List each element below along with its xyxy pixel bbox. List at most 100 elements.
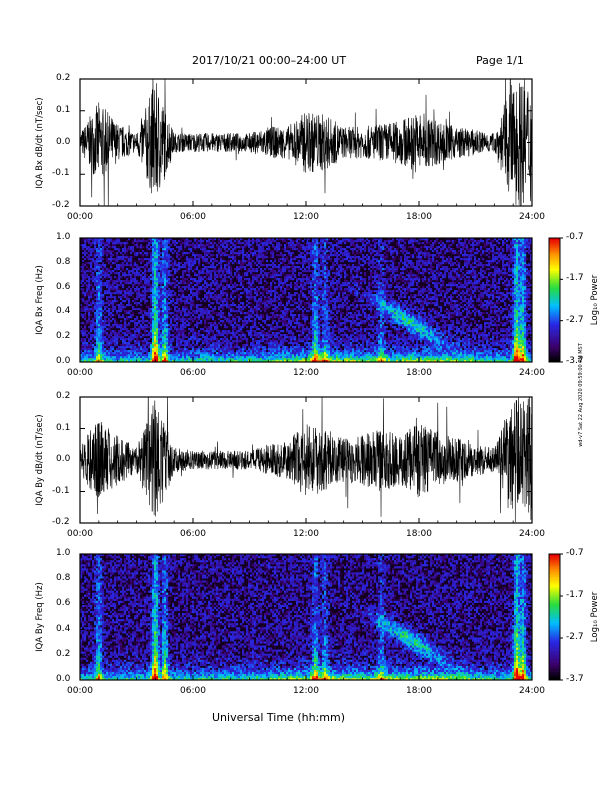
- spectrogram-cell: [104, 306, 107, 309]
- spectrogram-cell: [194, 294, 197, 297]
- spectrogram-cell: [90, 350, 93, 353]
- spectrogram-cell: [170, 356, 173, 359]
- spectrogram-cell: [280, 268, 283, 271]
- spectrogram-cell: [220, 268, 223, 271]
- spectrogram-cell: [244, 352, 247, 355]
- spectrogram-cell: [224, 350, 227, 353]
- spectrogram-cell: [122, 306, 125, 309]
- spectrogram-cell: [114, 334, 117, 337]
- spectrogram-cell: [150, 274, 153, 277]
- spectrogram-cell: [252, 278, 255, 281]
- spectrogram-cell: [142, 294, 145, 297]
- spectrogram-cell: [190, 304, 193, 307]
- spectrogram-cell: [240, 330, 243, 333]
- spectrogram-cell: [234, 304, 237, 307]
- spectrogram-cell: [200, 238, 203, 241]
- spectrogram-cell: [132, 292, 135, 295]
- spectrogram-cell: [266, 292, 269, 295]
- spectrogram-cell: [174, 260, 177, 263]
- spectrogram-cell: [166, 290, 169, 293]
- spectrogram-cell: [288, 260, 291, 263]
- spectrogram-cell: [132, 280, 135, 283]
- spectrogram-cell: [214, 282, 217, 285]
- spectrogram-cell: [138, 260, 141, 263]
- spectrogram-cell: [180, 350, 183, 353]
- spectrogram-cell: [178, 240, 181, 243]
- spectrogram-cell: [114, 290, 117, 293]
- spectrogram-cell: [96, 342, 99, 345]
- spectrogram-cell: [120, 328, 123, 331]
- spectrogram-cell: [216, 352, 219, 355]
- spectrogram-cell: [150, 288, 153, 291]
- spectrogram-cell: [126, 334, 129, 337]
- spectrogram-cell: [294, 308, 297, 311]
- spectrogram-cell: [272, 304, 275, 307]
- spectrogram-cell: [284, 268, 287, 271]
- spectrogram-cell: [294, 314, 297, 317]
- spectrogram-cell: [128, 330, 131, 333]
- spectrogram-cell: [284, 324, 287, 327]
- spectrogram-cell: [134, 324, 137, 327]
- spectrogram-cell: [128, 272, 131, 275]
- spectrogram-cell: [152, 238, 155, 241]
- spectrogram-cell: [200, 276, 203, 279]
- spectrogram-cell: [256, 360, 259, 362]
- spectrogram-cell: [92, 328, 95, 331]
- spectrogram-cell: [180, 342, 183, 345]
- spectrogram-cell: [92, 254, 95, 257]
- spectrogram-cell: [192, 294, 195, 297]
- spectrogram-cell: [214, 274, 217, 277]
- spectrogram-cell: [232, 244, 235, 247]
- spectrogram-cell: [156, 262, 159, 265]
- spectrogram-cell: [174, 270, 177, 273]
- spectrogram-cell: [292, 258, 295, 261]
- spectrogram-cell: [100, 298, 103, 301]
- spectrogram-cell: [194, 316, 197, 319]
- spectrogram-cell: [294, 258, 297, 261]
- x-tick-label: 00:00: [67, 212, 93, 222]
- spectrogram-cell: [194, 358, 197, 361]
- spectrogram-cell: [196, 336, 199, 339]
- spectrogram-cell: [138, 294, 141, 297]
- spectrogram-cell: [174, 262, 177, 265]
- spectrogram-cell: [160, 298, 163, 301]
- spectrogram-cell: [144, 340, 147, 343]
- spectrogram-cell: [206, 310, 209, 313]
- spectrogram-cell: [292, 314, 295, 317]
- spectrogram-cell: [146, 246, 149, 249]
- spectrogram-cell: [174, 360, 177, 362]
- spectrogram-cell: [198, 286, 201, 289]
- spectrogram-cell: [244, 278, 247, 281]
- spectrogram-cell: [272, 312, 275, 315]
- spectrogram-cell: [230, 314, 233, 317]
- spectrogram-cell: [204, 348, 207, 351]
- spectrogram-cell: [296, 302, 299, 305]
- spectrogram-cell: [114, 276, 117, 279]
- spectrogram-cell: [150, 312, 153, 315]
- spectrogram-cell: [204, 250, 207, 253]
- spectrogram-cell: [242, 354, 245, 357]
- spectrogram-cell: [98, 266, 101, 269]
- spectrogram-cell: [206, 350, 209, 353]
- spectrogram-cell: [250, 358, 253, 361]
- spectrogram-cell: [238, 326, 241, 329]
- spectrogram-cell: [226, 260, 229, 263]
- spectrogram-cell: [120, 316, 123, 319]
- spectrogram-cell: [182, 354, 185, 357]
- spectrogram-cell: [158, 326, 161, 329]
- spectrogram-cell: [182, 328, 185, 331]
- spectrogram-cell: [126, 330, 129, 333]
- spectrogram-cell: [262, 258, 265, 261]
- spectrogram-cell: [266, 252, 269, 255]
- spectrogram-cell: [234, 344, 237, 347]
- spectrogram-cell: [224, 346, 227, 349]
- spectrogram-cell: [194, 354, 197, 357]
- spectrogram-cell: [238, 348, 241, 351]
- spectrogram-cell: [260, 240, 263, 243]
- spectrogram-cell: [142, 326, 145, 329]
- spectrogram-cell: [234, 332, 237, 335]
- spectrogram-cell: [270, 326, 273, 329]
- spectrogram-cell: [136, 340, 139, 343]
- spectrogram-cell: [260, 334, 263, 337]
- spectrogram-cell: [228, 308, 231, 311]
